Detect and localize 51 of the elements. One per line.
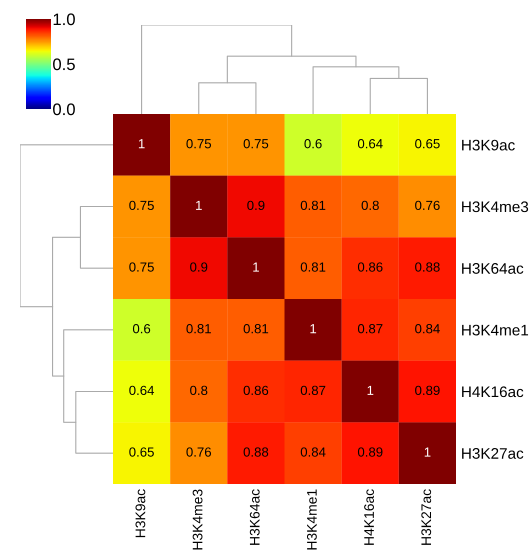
y-tick-label: H3K4me1 — [462, 324, 528, 336]
data-label: 0.86 — [244, 386, 268, 396]
x-tick-label: H3K9ac — [135, 489, 146, 538]
x-tick-label: H3K4me1 — [306, 490, 317, 550]
data-label: 0.76 — [186, 447, 212, 457]
data-label: 0.8 — [362, 200, 379, 210]
data-label: 0.8 — [190, 386, 208, 396]
data-label: 0.75 — [129, 200, 154, 210]
data-label: 0.89 — [358, 447, 382, 457]
y-tick-label: H3K9ac — [462, 140, 515, 151]
data-label: 1 — [253, 262, 259, 272]
data-label: 0.81 — [300, 262, 326, 272]
data-label: 0.87 — [358, 324, 382, 334]
data-label: 0.81 — [186, 324, 211, 334]
data-label: 0.81 — [300, 200, 326, 210]
y-tick-label: H3K27ac — [462, 448, 524, 459]
data-label: 0.84 — [415, 324, 440, 334]
data-label: 0.64 — [358, 139, 383, 148]
data-label: 0.75 — [129, 262, 154, 272]
data-label: 0.9 — [190, 262, 208, 272]
data-label: 1 — [138, 139, 145, 148]
data-label: 0.75 — [186, 139, 212, 148]
data-label: 0.86 — [358, 262, 383, 272]
y-tick-label: H4K16ac — [462, 386, 524, 398]
color-bar-label: 1.0 — [54, 13, 75, 26]
color-bar-label: 0.0 — [53, 103, 75, 116]
y-tick-label: H3K64ac — [462, 263, 524, 274]
data-label: 0.65 — [129, 447, 154, 457]
data-label: 1 — [310, 324, 316, 334]
data-label: 0.81 — [244, 324, 268, 334]
data-label: 0.76 — [415, 200, 440, 210]
x-tick-label: H3K4me3 — [192, 489, 202, 550]
data-label: 1 — [196, 200, 202, 210]
data-label: 0.9 — [247, 200, 264, 210]
data-label: 1 — [368, 386, 374, 395]
data-label: 0.65 — [415, 139, 440, 148]
x-tick-label: H3K64ac — [250, 489, 260, 545]
data-label: 0.6 — [132, 324, 150, 334]
data-label: 0.87 — [300, 386, 326, 396]
data-label: 0.6 — [304, 139, 322, 148]
data-label: 0.84 — [300, 447, 326, 457]
color-bar-label: 0.5 — [53, 58, 75, 70]
data-label: 0.75 — [244, 139, 268, 148]
data-label: 0.89 — [415, 386, 440, 396]
x-tick-label: H3K27ac — [421, 489, 432, 545]
data-label: 0.88 — [415, 262, 440, 272]
x-tick-label: H4K16ac — [364, 489, 374, 545]
y-tick-label: H3K4me3 — [462, 201, 528, 212]
data-label: 1 — [424, 448, 430, 457]
data-label: 0.88 — [244, 447, 268, 457]
data-label: 0.64 — [129, 386, 154, 396]
